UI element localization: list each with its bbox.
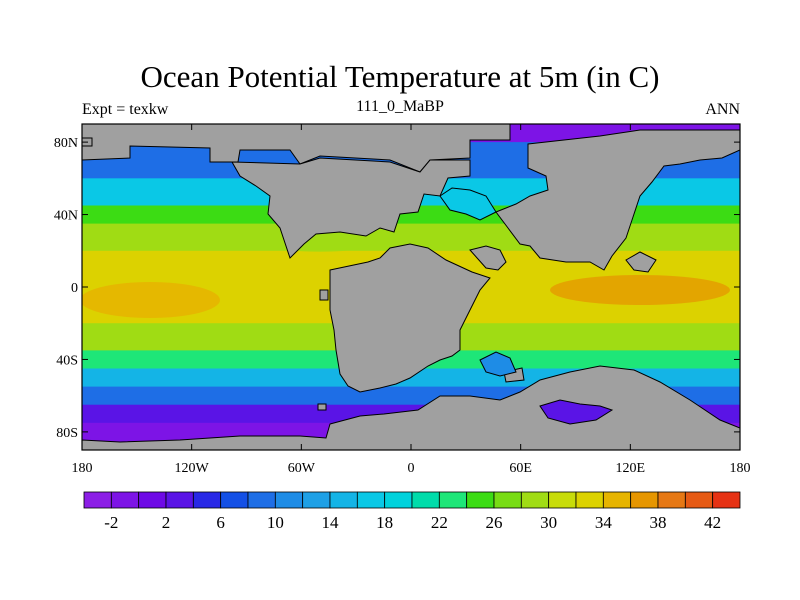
colorbar-swatch <box>83 491 112 509</box>
y-tick-label: 0 <box>71 281 78 296</box>
colorbar-swatch <box>657 491 686 509</box>
colorbar-label: 14 <box>322 513 340 532</box>
land-india <box>469 245 507 271</box>
x-tick-label: 120W <box>175 461 210 476</box>
colorbar-swatch <box>247 491 276 509</box>
land-north-america <box>231 157 471 259</box>
warm-pool-pacific <box>82 282 220 318</box>
colorbar-swatch <box>466 491 495 509</box>
colorbar-swatch <box>548 491 577 509</box>
colorbar-swatch <box>575 491 604 509</box>
land-masses <box>82 124 740 450</box>
x-tick-label: 180 <box>72 461 93 476</box>
colorbar-swatch <box>138 491 167 509</box>
colorbar-swatch <box>165 491 194 509</box>
colorbar-swatch <box>356 491 386 509</box>
colorbar-label: 42 <box>704 513 721 532</box>
colorbar-label: 34 <box>595 513 613 532</box>
colorbar-swatch <box>520 491 550 509</box>
inland-sea-north <box>439 187 497 221</box>
colorbar-label: 18 <box>376 513 393 532</box>
colorbar-label: 22 <box>431 513 448 532</box>
time-label: 111_0_MaBP <box>356 98 444 115</box>
colorbar-swatch <box>110 491 140 509</box>
colorbar-label: 38 <box>650 513 667 532</box>
colorbar-swatch <box>220 491 249 509</box>
y-tick-label: 40S <box>56 353 78 368</box>
colorbar-label: 10 <box>267 513 284 532</box>
colorbar-swatch <box>684 491 714 509</box>
inland-seas <box>439 187 614 425</box>
inland-sea-south-2 <box>479 351 517 377</box>
colorbar-swatch <box>192 491 222 509</box>
x-tick-label: 180 <box>730 461 751 476</box>
x-tick-label: 60E <box>509 461 532 476</box>
land-small-island-2 <box>317 403 327 411</box>
colorbar-swatch <box>384 491 413 509</box>
colorbar-label: 30 <box>540 513 557 532</box>
colorbar-label: -2 <box>104 513 118 532</box>
y-axis: 80N 40N 0 40S 80S <box>54 136 740 441</box>
colorbar: -2 2 6 10 14 18 22 26 30 34 38 42 <box>83 491 741 532</box>
colorbar-swatch <box>411 491 440 509</box>
land-small-island-1 <box>319 289 329 301</box>
y-tick-label: 40N <box>54 209 78 224</box>
warm-pools <box>82 228 730 318</box>
season-label: ANN <box>705 101 740 118</box>
colorbar-swatch <box>274 491 304 509</box>
colorbar-label: 6 <box>216 513 225 532</box>
x-axis: 180 120W 60W 0 60E 120E 180 <box>72 124 751 476</box>
x-tick-label: 60W <box>288 461 316 476</box>
colorbar-label: 2 <box>162 513 171 532</box>
warm-pool-indian <box>550 275 730 305</box>
chart-title: Ocean Potential Temperature at 5m (in C) <box>140 59 660 94</box>
y-tick-label: 80N <box>54 136 78 151</box>
x-tick-label: 0 <box>408 461 415 476</box>
colorbar-swatch <box>712 491 741 509</box>
colorbar-label: 26 <box>486 513 503 532</box>
colorbar-swatch <box>302 491 331 509</box>
colorbar-swatch <box>438 491 468 509</box>
land-island-arc <box>625 251 657 273</box>
land-eurasia-east <box>495 129 740 271</box>
land-antarctica <box>82 365 740 450</box>
experiment-label: Expt = texkw <box>82 101 169 118</box>
land-south-gondwana <box>329 243 491 393</box>
colorbar-swatch <box>493 491 522 509</box>
colorbar-swatch <box>329 491 358 509</box>
y-tick-label: 80S <box>56 426 78 441</box>
x-tick-label: 120E <box>616 461 646 476</box>
inland-sea-south <box>539 399 614 425</box>
colorbar-swatch <box>630 491 659 509</box>
colorbar-swatch <box>602 491 632 509</box>
